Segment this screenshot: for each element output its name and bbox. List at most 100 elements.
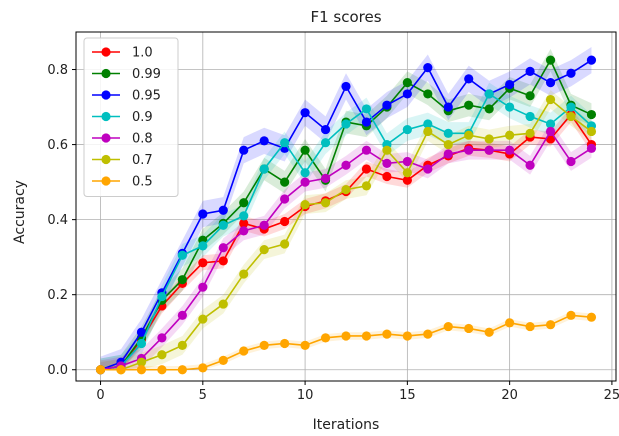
point-0.8-10 — [300, 177, 310, 187]
point-0.5-24 — [586, 312, 597, 322]
series-0.5 — [95, 310, 597, 375]
point-0.9-13 — [361, 104, 372, 114]
legend-marker — [101, 68, 111, 79]
point-0.5-19 — [484, 327, 494, 337]
x-tick-label: 5 — [199, 388, 207, 403]
point-0.8-4 — [177, 310, 187, 320]
point-0.95-14 — [382, 100, 392, 110]
point-0.95-20 — [505, 79, 515, 90]
point-0.9-20 — [505, 102, 515, 112]
point-0.99-4 — [177, 275, 187, 285]
point-0.8-3 — [157, 333, 167, 343]
point-0.7-11 — [320, 198, 331, 208]
point-0.95-5 — [198, 209, 208, 219]
band-0.8 — [100, 122, 592, 370]
legend-marker — [101, 176, 111, 186]
point-0.8-15 — [402, 156, 412, 167]
point-0.95-6 — [218, 205, 228, 215]
legend-entry-0.5: 0.5 — [92, 175, 153, 190]
point-1.0-5 — [198, 258, 208, 268]
point-0.9-17 — [443, 128, 453, 138]
legend-marker — [101, 47, 111, 57]
legend-entry-0.7: 0.7 — [92, 153, 153, 168]
point-0.7-5 — [198, 314, 208, 324]
chart-title: F1 scores — [310, 8, 381, 26]
point-0.95-7 — [239, 145, 249, 155]
point-0.7-20 — [505, 130, 515, 140]
point-0.8-12 — [341, 160, 351, 170]
point-0.5-17 — [443, 321, 453, 332]
legend-marker — [101, 133, 111, 143]
legend-marker — [101, 111, 111, 122]
point-0.7-7 — [239, 269, 249, 279]
point-0.5-10 — [300, 340, 310, 350]
x-tick-label: 15 — [399, 388, 416, 403]
point-0.7-24 — [586, 126, 597, 137]
point-0.9-11 — [320, 138, 331, 148]
x-tick-label: 20 — [501, 388, 518, 403]
point-0.95-22 — [545, 78, 556, 88]
point-0.95-15 — [402, 89, 412, 99]
point-0.95-23 — [566, 68, 576, 78]
point-0.5-20 — [505, 318, 515, 328]
y-tick-label: 0.8 — [47, 63, 68, 78]
series-0.8 — [95, 126, 597, 375]
point-0.7-21 — [525, 128, 535, 138]
point-0.99-24 — [586, 109, 597, 120]
legend-marker — [101, 90, 111, 100]
point-0.5-14 — [382, 329, 392, 339]
point-0.7-12 — [341, 185, 351, 195]
point-0.5-3 — [157, 365, 167, 375]
point-0.5-6 — [218, 355, 228, 365]
point-0.8-8 — [259, 220, 269, 230]
point-0.8-7 — [239, 226, 249, 236]
point-0.7-15 — [402, 168, 412, 178]
point-0.9-12 — [341, 119, 351, 129]
plot-frame — [75, 31, 617, 382]
point-0.7-17 — [443, 139, 453, 150]
point-0.5-22 — [545, 320, 556, 330]
point-0.7-4 — [177, 340, 187, 350]
point-0.5-0 — [95, 365, 106, 375]
band-0.95 — [100, 47, 592, 370]
point-0.5-12 — [341, 331, 351, 341]
point-0.5-21 — [525, 321, 535, 332]
point-0.99-18 — [464, 100, 474, 110]
point-0.99-9 — [280, 177, 290, 187]
point-0.5-2 — [136, 365, 147, 375]
band-0.9 — [100, 82, 592, 370]
series-0.7 — [95, 94, 597, 375]
point-0.5-11 — [320, 333, 331, 343]
x-axis-title: Iterations — [313, 417, 380, 433]
legend-entry-0.99: 0.99 — [92, 67, 161, 82]
point-0.9-23 — [566, 102, 576, 112]
point-0.7-9 — [280, 239, 290, 249]
point-0.9-19 — [484, 89, 494, 99]
point-0.99-16 — [423, 89, 433, 99]
point-0.95-8 — [259, 136, 269, 146]
point-1.0-7 — [239, 218, 249, 228]
point-0.9-16 — [423, 119, 433, 129]
point-0.95-13 — [361, 117, 372, 127]
point-0.8-13 — [361, 145, 372, 155]
legend-marker — [101, 154, 111, 165]
point-0.95-21 — [525, 66, 535, 77]
point-0.99-15 — [402, 78, 412, 88]
x-tick-label: 10 — [297, 388, 314, 403]
point-0.5-1 — [116, 365, 126, 375]
legend-label: 0.99 — [132, 67, 161, 82]
legend-entry-0.95: 0.95 — [92, 89, 161, 104]
legend-label: 0.8 — [132, 132, 153, 147]
point-0.7-6 — [218, 299, 228, 309]
point-0.8-20 — [505, 145, 515, 155]
legend-entry-0.8: 0.8 — [92, 132, 153, 147]
point-0.5-8 — [259, 340, 269, 350]
legend-label: 0.5 — [132, 175, 153, 190]
point-0.5-15 — [402, 331, 412, 341]
point-0.7-19 — [484, 134, 494, 144]
band-1.0 — [100, 107, 592, 370]
point-0.99-7 — [239, 198, 249, 208]
point-0.9-15 — [402, 124, 412, 135]
point-0.8-23 — [566, 156, 576, 167]
